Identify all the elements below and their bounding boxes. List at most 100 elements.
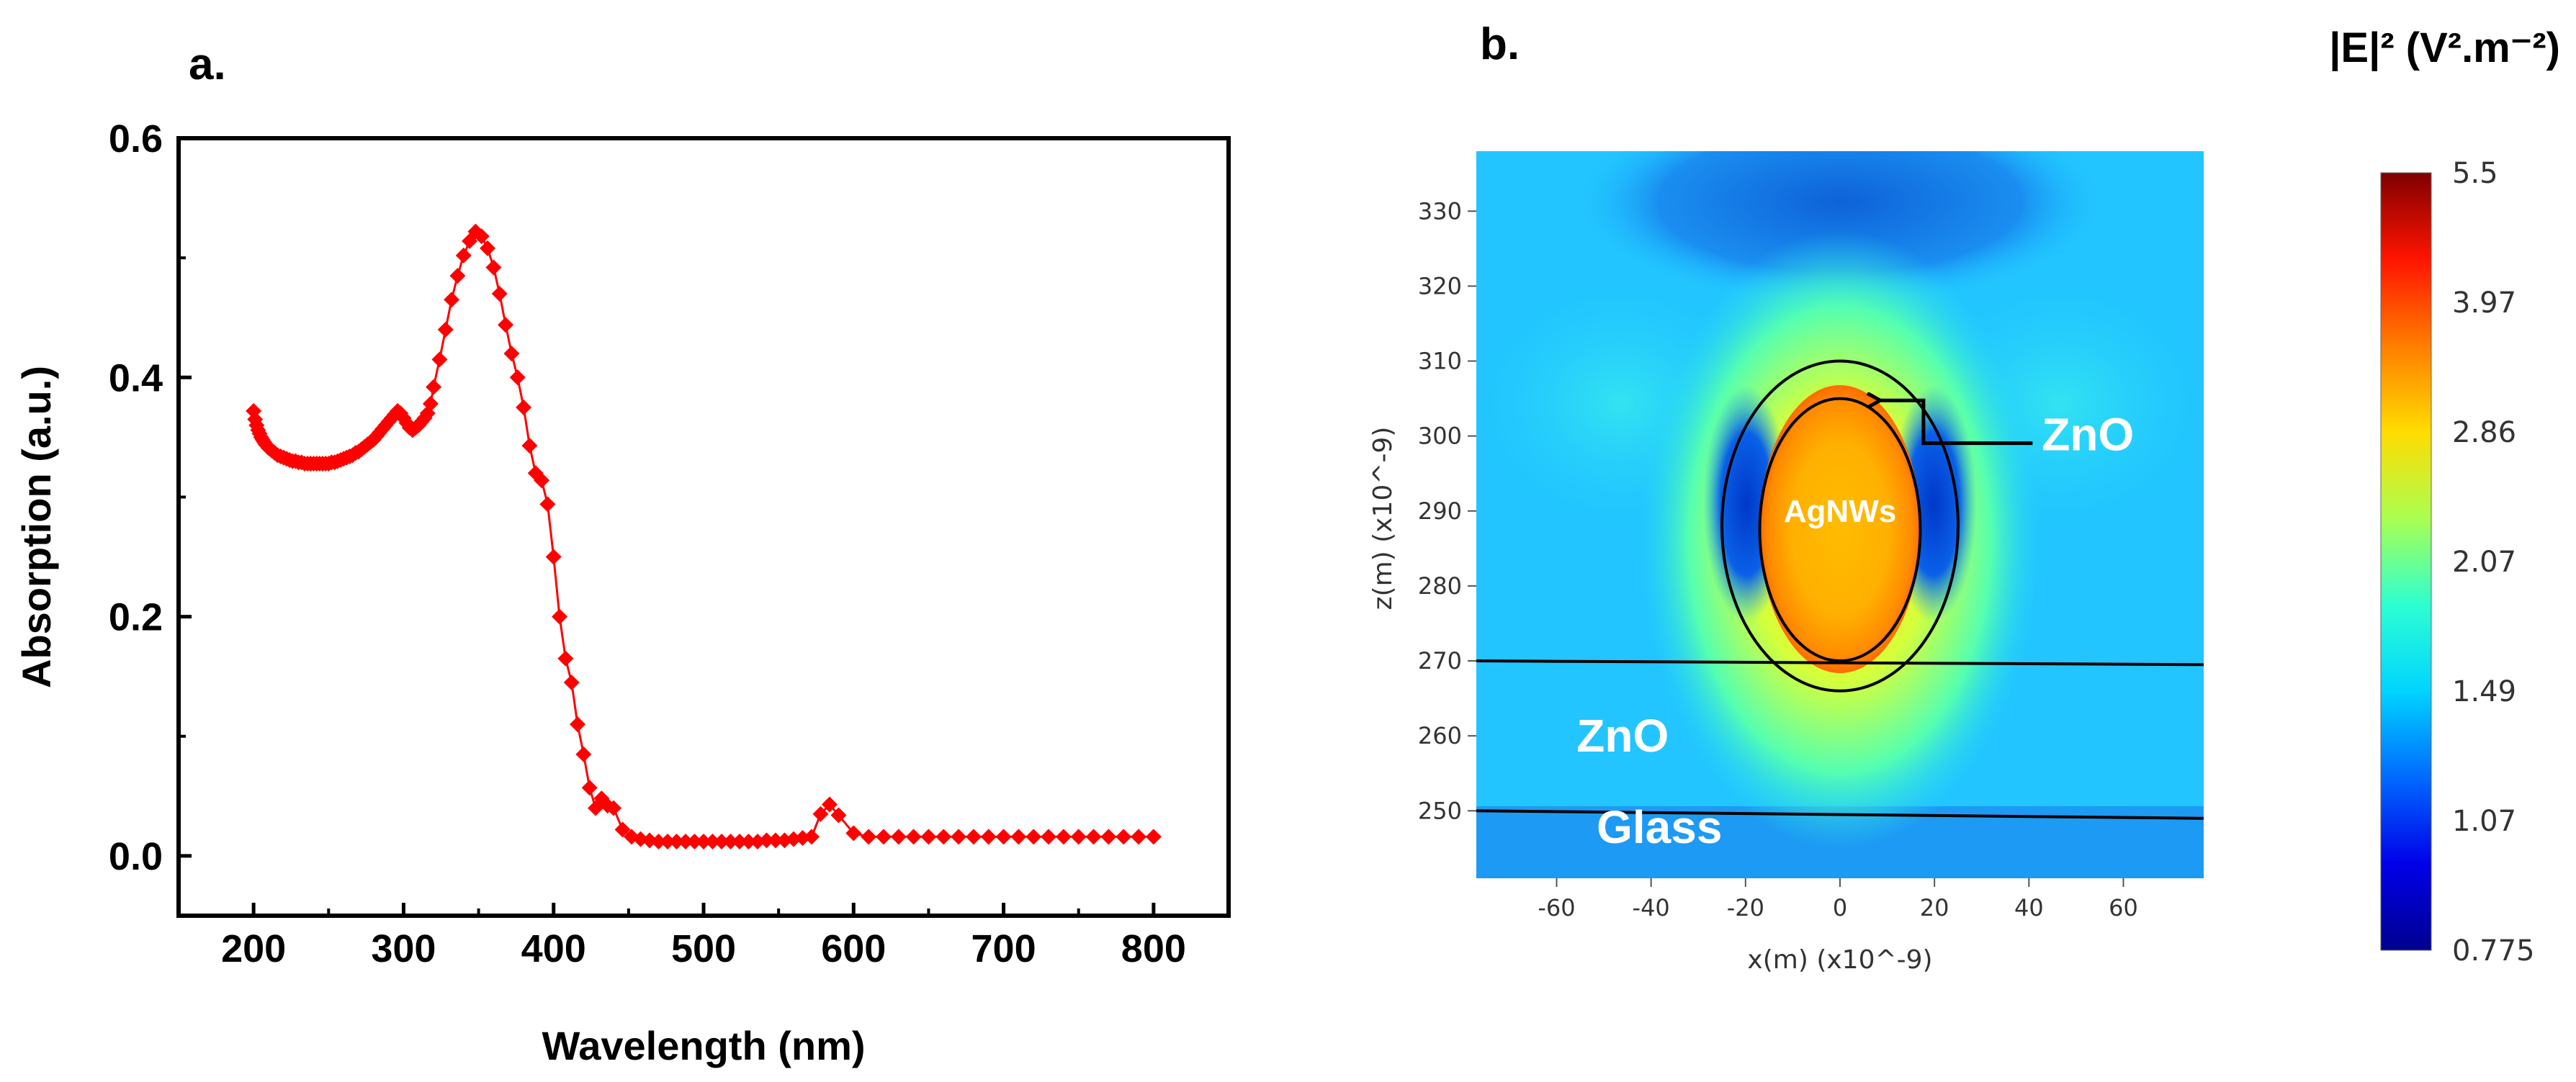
data-point [491, 286, 508, 302]
data-point [890, 829, 907, 845]
y-tick-label: 330 [1418, 197, 1462, 225]
glass-label: Glass [1597, 801, 1722, 853]
interface-line [1476, 809, 2204, 820]
data-point [563, 675, 580, 690]
absorption-chart: 200 300 400 500 600 700 800 0.0 0.2 0.4 0.6 Wavel… [14, 117, 1231, 1068]
data-point [660, 833, 676, 849]
x-tick-label: 0 [1833, 894, 1847, 921]
y-tick-label: 0.2 [109, 596, 163, 639]
x-tick-label: -60 [1538, 894, 1575, 921]
x-tick-label: 200 [221, 927, 286, 970]
x-axis-title: Wavelength (nm) [542, 1023, 865, 1068]
data-point [935, 829, 952, 845]
data-point [1041, 829, 1057, 845]
y-tick-label: 0.4 [109, 356, 163, 400]
data-point [1070, 829, 1087, 845]
data-point [830, 807, 847, 824]
data-point [875, 829, 892, 845]
colorbar-tick-label: 2.86 [2452, 416, 2516, 449]
x-tick-label: 40 [2014, 894, 2044, 921]
data-point [1131, 829, 1147, 845]
data-point [803, 829, 820, 845]
data-point [498, 317, 514, 333]
data-point [1026, 829, 1042, 845]
colorbar-tick-label: 0.775 [2452, 934, 2535, 968]
structure-outline [1720, 359, 1960, 693]
data-point [1145, 829, 1162, 845]
data-point [920, 829, 937, 845]
y-tick-label: 310 [1418, 348, 1462, 375]
data-point [1085, 829, 1102, 845]
data-point [516, 399, 532, 415]
colorbar-tick-label: 5.5 [2452, 157, 2498, 190]
data-point [581, 780, 598, 796]
data-point [1116, 829, 1132, 845]
data-point [552, 608, 568, 625]
colorbar: |E|² (V².m⁻²) 5.5 3.97 2.86 2.07 1.49 1.07 0.7… [2329, 24, 2560, 968]
zno-layer-label: ZnO [1576, 710, 1669, 762]
x-tick-label: 300 [371, 927, 436, 970]
data-point [422, 395, 439, 412]
data-point [539, 496, 556, 513]
data-point [704, 833, 721, 849]
data-point [1100, 829, 1117, 845]
panel-b-label: b. [1480, 19, 1520, 69]
colorbar-tick-label: 1.07 [2452, 805, 2516, 838]
data-point [740, 833, 757, 849]
data-point [731, 833, 748, 849]
y-axis-title: Absorption (a.u.) [14, 366, 59, 688]
data-point [951, 829, 967, 845]
data-point [1055, 829, 1072, 845]
data-point [473, 228, 490, 245]
colorbar-tick-label: 3.97 [2452, 287, 2516, 320]
zno-leader-arrow [1879, 400, 2033, 446]
data-point [437, 321, 454, 338]
x-tick-label: 60 [2109, 894, 2138, 921]
x-tick-label: -40 [1633, 894, 1670, 921]
y-tick-label: 270 [1418, 647, 1462, 675]
data-point [426, 379, 442, 395]
colorbar-tick-label: 1.49 [2452, 675, 2516, 708]
series-line [252, 230, 1154, 843]
data-point [521, 438, 538, 454]
data-point [686, 833, 703, 849]
panel-a-label: a. [189, 40, 226, 89]
data-point [449, 268, 466, 284]
interface-line [1476, 659, 2204, 667]
y-tick-label: 280 [1418, 572, 1462, 600]
y-axis-title: z(m) (x10^-9) [1368, 427, 1398, 610]
data-point [545, 549, 562, 565]
data-point [722, 833, 739, 849]
data-point [503, 346, 520, 362]
agnws-label: AgNWs [1784, 494, 1896, 529]
colorbar-gradient [2380, 172, 2432, 951]
x-tick-label: -20 [1727, 894, 1764, 921]
field-top-low-region [1581, 151, 2099, 302]
data-point [509, 369, 526, 386]
x-tick-label: 500 [671, 927, 736, 970]
data-point [650, 833, 667, 849]
data-point [995, 829, 1012, 845]
data-point [570, 716, 586, 733]
data-point [431, 351, 448, 368]
data-point [668, 833, 685, 849]
data-point [980, 829, 997, 845]
data-point [767, 832, 784, 849]
data-point [696, 833, 712, 849]
data-point [821, 796, 838, 813]
data-point [444, 292, 460, 308]
x-tick-label: 700 [971, 927, 1036, 970]
data-point [480, 240, 496, 256]
data-point [534, 472, 550, 489]
data-point [758, 832, 775, 849]
data-point [845, 825, 862, 842]
y-tick-label: 320 [1418, 272, 1462, 299]
y-tick-label: 300 [1418, 423, 1462, 450]
data-point [965, 829, 982, 845]
y-tick-label: 260 [1418, 722, 1462, 749]
x-tick-label: 20 [1920, 894, 1949, 921]
data-point [455, 247, 472, 263]
x-tick-label: 600 [821, 927, 886, 970]
zno-shell-label: ZnO [2042, 409, 2134, 461]
colorbar-title: |E|² (V².m⁻²) [2329, 24, 2560, 71]
